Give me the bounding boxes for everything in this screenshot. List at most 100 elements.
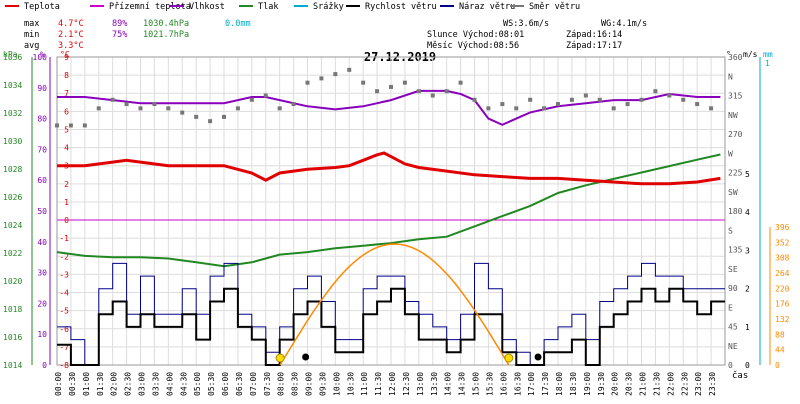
pct-tick-3: 30 [37, 269, 47, 278]
wind-dir-point-14 [249, 97, 254, 102]
stat-avg-temp: 3.3°C [58, 41, 84, 51]
wind-dir-point-4 [110, 97, 115, 102]
deg-tick-7: SW [728, 188, 738, 197]
hpa-tick-5: 1024 [3, 221, 22, 230]
x-tick-34: 17:00 [527, 372, 536, 396]
sun-set-info: Západ:16:14 [566, 30, 622, 40]
degc-tick-0: -8 [59, 361, 69, 370]
deg-tick-16: 0 [728, 361, 733, 370]
wind-dir-point-0 [55, 123, 59, 128]
degc-tick-4: -4 [59, 289, 69, 298]
solar-arc [279, 243, 510, 366]
degc-tick-2: -6 [59, 325, 69, 334]
x-tick-20: 10:00 [332, 372, 341, 396]
moon-set-info: Západ:17:17 [566, 41, 622, 51]
x-tick-35: 17:30 [541, 372, 550, 396]
moon-rise-info: Měsíc Východ:08:56 [427, 41, 519, 51]
sunrise-marker [275, 353, 285, 363]
series-humidity [57, 89, 721, 126]
wind-dir-point-35 [542, 106, 547, 111]
stat-min-press: 1021.7hPa [143, 30, 189, 40]
deg-tick-13: E [728, 303, 733, 312]
x-tick-36: 18:00 [555, 372, 564, 396]
deg-tick-11: SE [728, 265, 738, 274]
deg-tick-2: 315 [728, 92, 743, 101]
wind-dir-point-27 [430, 93, 435, 98]
legend-label-6: Náraz větru [459, 2, 515, 12]
wind-dir-point-23 [375, 89, 380, 94]
ms-tick-5: 0 [745, 361, 750, 370]
deg-tick-9: S [728, 226, 733, 235]
wm2-tick-0: 396 [775, 223, 790, 232]
x-tick-32: 16:00 [499, 372, 508, 396]
pct-tick-5: 50 [37, 207, 47, 216]
x-tick-15: 07:30 [263, 372, 272, 396]
x-tick-38: 19:00 [583, 372, 592, 396]
wind-dir-point-21 [347, 67, 352, 72]
pct-tick-7: 70 [37, 145, 47, 154]
deg-tick-15: NE [728, 342, 738, 351]
x-ticks: 00:00 00:30 01:00 01:30 02:00 02:30 03:00 03:30… [54, 372, 717, 396]
legend-label-3: Tlak [258, 2, 278, 12]
wind-dir-point-22 [361, 80, 366, 85]
sunset-marker [504, 353, 514, 363]
hpa-tick-3: 1020 [3, 277, 22, 286]
legend-label-1: Přízemní teplota [109, 2, 191, 12]
ms-tick-2: 3 [745, 246, 750, 255]
x-tick-47: 23:30 [708, 372, 717, 396]
wind-dir-point-37 [569, 97, 574, 102]
x-tick-2: 01:00 [82, 372, 91, 396]
x-tick-31: 15:30 [485, 372, 494, 396]
stat-max-temp: 4.7°C [58, 19, 84, 29]
wind-dir-point-45 [681, 97, 686, 102]
wind-dir-point-17 [291, 102, 296, 107]
wind-dir-point-42 [639, 97, 644, 102]
wm2-tick-2: 308 [775, 254, 790, 263]
degc-tick-3: -5 [59, 307, 69, 316]
wind-dir-point-11 [208, 119, 213, 124]
pct-tick-1: 10 [37, 330, 47, 339]
legend-label-4: Srážky [313, 2, 344, 12]
x-tick-13: 06:30 [235, 372, 244, 396]
wind-dir-point-29 [458, 80, 463, 85]
x-tick-24: 12:00 [388, 372, 397, 396]
x-tick-30: 15:00 [472, 372, 481, 396]
wm2-tick-9: 0 [775, 361, 780, 370]
deg-label: ° [726, 50, 731, 59]
x-tick-19: 09:30 [318, 372, 327, 396]
wind-dir-point-28 [444, 89, 449, 94]
x-tick-26: 13:00 [416, 372, 425, 396]
wind-dir-point-13 [235, 106, 240, 111]
wind-dir-point-7 [152, 102, 157, 107]
degc-tick-15: 7 [64, 89, 69, 98]
deg-tick-3: NW [728, 111, 738, 120]
wind-dir-point-16 [277, 106, 282, 111]
x-tick-18: 09:00 [305, 372, 314, 396]
wind-dir-point-8 [166, 106, 171, 111]
series-wind-speed [57, 287, 725, 366]
stat-min-temp: 2.1°C [58, 30, 84, 40]
hpa-tick-2: 1018 [3, 305, 22, 314]
x-tick-39: 19:30 [597, 372, 606, 396]
deg-tick-12: 90 [728, 284, 738, 293]
wm2-tick-5: 176 [775, 300, 790, 309]
degc-tick-5: -3 [59, 270, 69, 279]
stat-avg-label: avg [24, 41, 39, 51]
wind-dir-point-31 [486, 106, 491, 111]
wind-dir-point-30 [472, 97, 477, 102]
x-tick-22: 11:00 [360, 372, 369, 396]
marks [55, 67, 725, 366]
wind-dir-point-2 [82, 123, 87, 128]
wind-sun-info: WS:3.6m/s WG:4.1m/s Slunce Východ:08:01 … [427, 19, 647, 51]
x-tick-14: 07:00 [249, 372, 258, 396]
wm2-tick-6: 132 [775, 315, 790, 324]
stat-max-rain: 0.0mm [225, 19, 251, 29]
stat-min-hum: 75% [112, 30, 127, 40]
x-tick-17: 08:30 [291, 372, 300, 396]
wind-dir-point-34 [528, 97, 533, 102]
mm-tick-0: 1 [765, 59, 770, 68]
hpa-label: hPa [3, 50, 18, 59]
wind-dir-point-40 [611, 106, 616, 111]
